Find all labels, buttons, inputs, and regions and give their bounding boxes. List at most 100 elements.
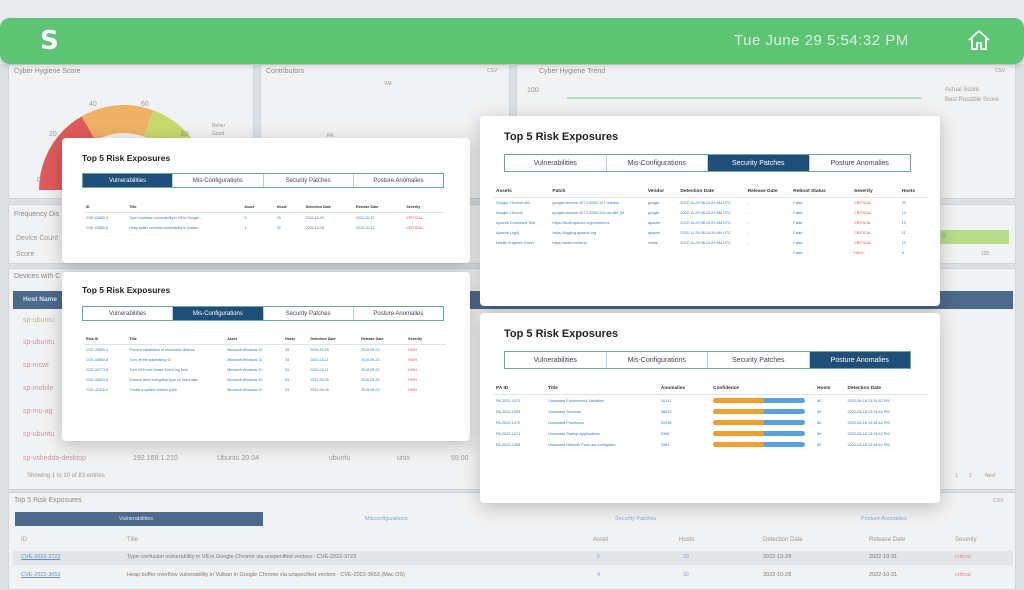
asset[interactable]: Microsoft Windows 10 xyxy=(227,378,263,382)
anomaly-count[interactable]: 2081 xyxy=(660,442,670,447)
tab-posture-anomalies[interactable]: Posture Anomalies xyxy=(373,310,424,317)
vuln-title[interactable]: Type confusion vulnerability in V8 in Go… xyxy=(129,216,202,220)
host-count[interactable]: 13 xyxy=(901,211,906,215)
tab-vulnerabilities[interactable]: Vulnerabilities xyxy=(505,352,607,368)
anomaly-title[interactable]: Unwanted Startup Applications xyxy=(548,431,600,436)
anomaly-title[interactable]: Unwanted Network Ports are configured xyxy=(548,442,616,447)
risk-id-link[interactable]: CCE-43660-4 xyxy=(86,348,108,352)
device-link[interactable]: sp-vshedda-desktop xyxy=(23,455,87,462)
tab-security-patches[interactable]: Security Patches xyxy=(708,155,810,171)
home-icon[interactable] xyxy=(966,27,992,53)
tab-misconfigurations[interactable]: Misconfigurations xyxy=(365,516,408,522)
host-count[interactable]: 80 xyxy=(817,409,822,414)
pa-id-link[interactable]: PA-2022-1070 xyxy=(496,420,521,425)
host-count[interactable]: 34 xyxy=(285,368,290,372)
host-count[interactable]: 80 xyxy=(817,442,822,447)
tab-security-patches[interactable]: Security Patches xyxy=(615,516,657,522)
device-link[interactable]: sp-mobile xyxy=(23,385,54,392)
asset[interactable]: Microsoft Windows 10 xyxy=(227,388,263,392)
host-count[interactable]: 30 xyxy=(901,201,906,205)
vuln-title[interactable]: Heap buffer overflow vulnerability in Vu… xyxy=(129,226,201,230)
host-count[interactable]: 80 xyxy=(817,431,822,436)
pa-id-link[interactable]: PA-2022-1072 xyxy=(496,398,521,403)
patch-link[interactable] xyxy=(550,248,645,258)
pa-id-link[interactable]: PA-2022-1068 xyxy=(496,442,521,447)
asset-count[interactable]: 4 xyxy=(597,572,601,578)
tab-posture-anomalies[interactable]: Posture Anomalies xyxy=(830,159,889,167)
pa-id-link[interactable]: PA-2022-1071 xyxy=(496,431,521,436)
risk-title[interactable]: Create a system restore point xyxy=(129,388,177,392)
tab-posture-anomalies[interactable]: Posture Anomalies xyxy=(809,352,910,368)
patch-link[interactable]: google-chrome-107.0.5304.107-release xyxy=(552,201,620,205)
csv-button[interactable]: CSV xyxy=(995,68,1006,74)
asset-count[interactable]: 4 xyxy=(244,226,247,230)
page-1[interactable]: 1 xyxy=(955,473,958,479)
anomaly-title[interactable]: Unwanted Processes xyxy=(548,420,584,425)
device-link[interactable]: sp-ubuntu xyxy=(23,431,55,438)
cve-link[interactable]: CVE-2022-3723 xyxy=(21,554,61,560)
risk-title[interactable]: Turn off Event Viewer Event.log links xyxy=(129,368,188,372)
host-count[interactable]: 29 xyxy=(683,554,690,560)
patch-link[interactable]: https://tlcdn.apache.org/commons xyxy=(552,221,610,225)
host-count[interactable]: 34 xyxy=(285,378,290,382)
bottom-tab-active[interactable]: Vulnerabilities xyxy=(15,512,263,526)
device-link[interactable]: sp-ubuntu xyxy=(23,317,55,324)
host-count[interactable]: 11 xyxy=(901,231,906,235)
asset[interactable]: Microsoft Windows 10 xyxy=(227,348,263,352)
host-count[interactable]: 32 xyxy=(276,226,281,230)
risk-title[interactable]: Prevent installation of removable device… xyxy=(129,348,195,352)
tab-vulnerabilities[interactable]: Vulnerabilities xyxy=(83,174,174,187)
patch-link[interactable]: https://logging.apache.org xyxy=(552,231,597,235)
host-count[interactable]: 80 xyxy=(817,420,822,425)
asset-count[interactable]: 5 xyxy=(597,554,601,560)
anomaly-count[interactable]: 22238 xyxy=(660,420,672,425)
risk-id-link[interactable]: CCE-43660-8 xyxy=(86,358,108,362)
csv-button[interactable]: CSV xyxy=(993,498,1004,504)
pa-id-link[interactable]: PA-2022-1069 xyxy=(496,409,521,414)
tab-posture-anomalies[interactable]: Posture Anomalies xyxy=(861,516,907,522)
host-count[interactable]: 35 xyxy=(285,348,290,352)
tab-vulnerabilities[interactable]: Vulnerabilities xyxy=(83,307,174,320)
asset-link[interactable] xyxy=(494,248,550,258)
patch-link[interactable]: google-chrome-107.0.5304.110-rtb-x86_64 xyxy=(552,211,625,215)
tab-security-patches[interactable]: Security Patches xyxy=(708,352,810,368)
asset-link[interactable]: Apache Log4j xyxy=(496,231,520,235)
page-2[interactable]: 2 xyxy=(969,473,972,479)
risk-title[interactable]: Turn off the advertising ID xyxy=(129,358,171,362)
host-count[interactable]: 80 xyxy=(817,398,822,403)
tab-mis-configurations[interactable]: Mis-Configurations xyxy=(607,155,708,171)
tab-security-patches[interactable]: Security Patches xyxy=(264,174,354,187)
host-count[interactable]: 8 xyxy=(901,251,904,255)
anomaly-title[interactable]: Unwanted Services xyxy=(548,409,581,414)
device-link[interactable]: sp-mu-ag xyxy=(23,408,53,415)
asset-link[interactable]: Apache Commons Text xyxy=(496,221,536,225)
asset[interactable]: Microsoft Windows 10 xyxy=(227,368,263,372)
tab-posture-anomalies[interactable]: Posture Anomalies xyxy=(373,177,424,184)
host-count[interactable]: 34 xyxy=(285,358,290,362)
tab-vulnerabilities[interactable]: Vulnerabilities xyxy=(505,155,607,171)
asset-link[interactable]: Google Chrome xyxy=(496,211,523,215)
anomaly-count[interactable]: 48975 xyxy=(660,409,672,414)
asset[interactable]: Microsoft Windows 10 xyxy=(227,358,263,362)
tab-mis-configurations[interactable]: Mis-Configurations xyxy=(173,307,264,320)
host-count[interactable]: 10 xyxy=(901,241,906,245)
patch-link[interactable]: https://www.nvidia.in xyxy=(552,241,587,245)
app-logo[interactable]: S xyxy=(40,26,59,56)
asset-count[interactable]: 5 xyxy=(244,216,247,220)
anomaly-count[interactable]: 5308 xyxy=(660,431,670,436)
asset-link[interactable]: Nvidia Graphics Driver xyxy=(496,241,534,245)
device-link[interactable]: sp-mcwi xyxy=(23,362,49,369)
asset-link[interactable]: Google Chrome x64 xyxy=(496,201,530,205)
risk-id-link[interactable]: CCE-42316-0 xyxy=(86,388,108,392)
csv-button[interactable]: CSV xyxy=(487,68,498,74)
vuln-id-link[interactable]: CVE-43660-4 xyxy=(86,216,108,220)
risk-title[interactable]: Enforce drive encryption type on fixed d… xyxy=(129,378,198,382)
host-count[interactable]: 34 xyxy=(285,388,290,392)
risk-id-link[interactable]: CCE-43774-8 xyxy=(86,368,108,372)
next-button[interactable]: Next xyxy=(985,473,996,479)
tab-mis-configurations[interactable]: Mis-Configurations xyxy=(173,174,264,187)
cve-link[interactable]: CVE-2022-3653 xyxy=(21,572,61,578)
vuln-id-link[interactable]: CVE-43660-8 xyxy=(86,226,108,230)
anomaly-count[interactable]: 16141 xyxy=(660,398,672,403)
host-count[interactable]: 32 xyxy=(683,572,690,578)
